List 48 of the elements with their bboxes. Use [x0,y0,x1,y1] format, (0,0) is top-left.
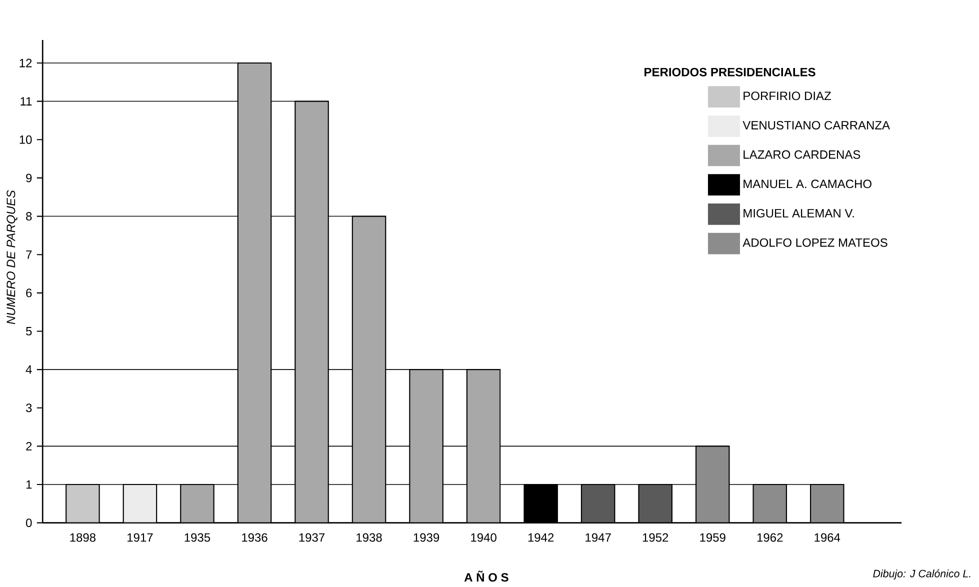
bar [580,484,616,523]
x-tick-label: 1940 [471,533,496,542]
legend-label: MIGUEL ALEMAN V. [744,209,854,218]
x-tick-label: 1938 [356,533,382,542]
bar [409,369,444,523]
bar [638,484,672,523]
y-tick-label: 3 [26,404,32,412]
x-tick-label: 1937 [299,533,324,542]
x-tick-label: 1939 [414,533,440,542]
x-tick-label: 1964 [814,533,840,542]
y-tick-label: 9 [26,174,32,182]
y-tick-label: 4 [26,365,32,374]
y-tick-label: 7 [26,250,32,259]
y-tick-label: 11 [20,97,32,106]
y-tick-label: 10 [20,135,32,144]
y-tick-label: 1 [26,480,32,489]
y-tick-label: 8 [26,212,32,221]
legend-label: PORFIRIO DIAZ [744,92,831,100]
x-tick-label: 1917 [128,533,153,542]
x-tick-label: 1898 [70,533,96,542]
bar [752,484,788,523]
bar [294,100,329,523]
x-tick-label: 1952 [642,533,668,542]
legend-label: MANUEL A. CAMACHO [744,180,872,188]
y-axis-title: NUMERO DE PARQUES [6,190,18,324]
bar [466,369,501,523]
bar [695,446,730,523]
x-tick-label: 1942 [528,533,554,542]
bar [180,484,214,523]
x-tick-label: 1962 [757,533,783,542]
y-tick-label: 5 [26,327,32,336]
x-tick-label: 1936 [242,533,268,542]
text: Dibujo: J Calónico L. [873,569,970,580]
y-tick-label: 6 [26,288,32,298]
bar [810,484,844,523]
y-tick-label: 2 [26,442,32,450]
bar [352,216,386,523]
legend-label: VENUSTIANO CARRANZA [742,121,890,130]
x-tick-label: 1935 [184,533,210,542]
x-axis-title: A Ñ O S [464,570,508,582]
x-tick-label: 1959 [700,533,726,542]
legend-label: LAZARO CARDENAS [744,150,860,159]
y-tick-label: 0 [26,518,32,528]
y-tick-label: 12 [20,58,32,68]
legend-label: ADOLFO LOPEZ MATEOS [742,238,888,247]
bar [237,62,272,523]
legend-title: PERIODOS PRESIDENCIALES [644,68,816,76]
x-tick-label: 1947 [586,533,611,542]
